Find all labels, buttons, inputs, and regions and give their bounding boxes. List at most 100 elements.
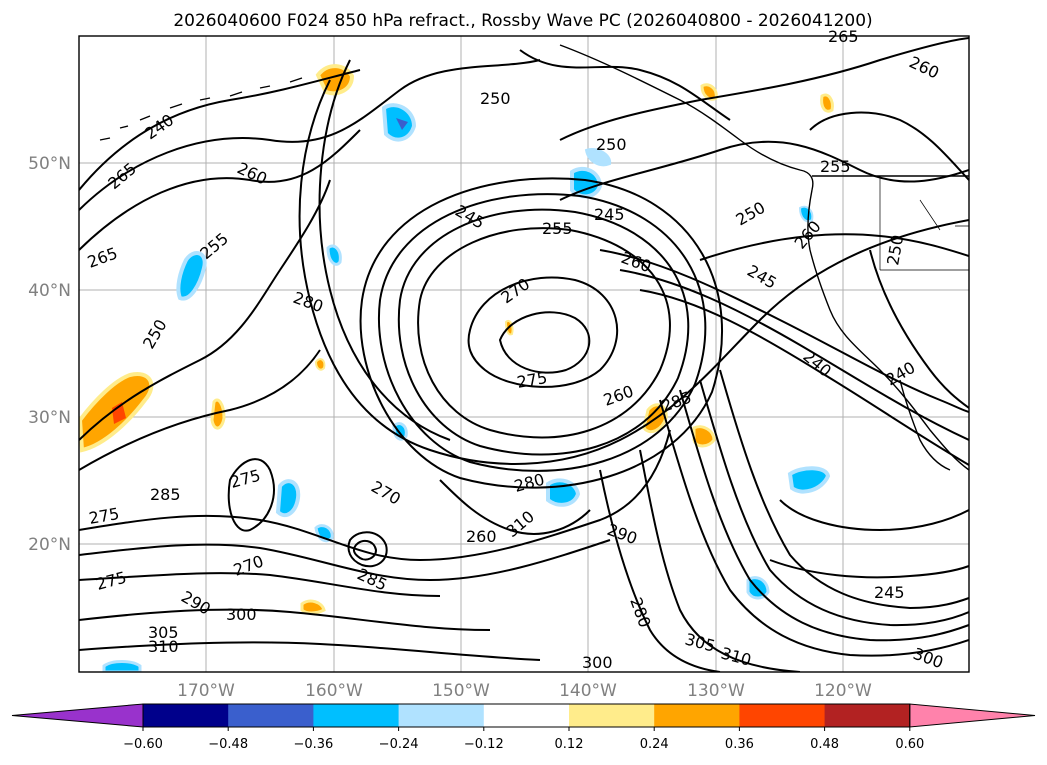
- colorbar-segment: [143, 704, 229, 727]
- contour-line: [79, 641, 541, 661]
- contour-line: [79, 69, 361, 191]
- contour-label: 300: [226, 605, 257, 624]
- contour-label: 300: [582, 653, 613, 672]
- figure-title: 2026040600 F024 850 hPa refract., Rossby…: [173, 11, 872, 31]
- contour-line: [318, 59, 451, 441]
- coastlines: [99, 44, 969, 471]
- colorbar-frame: [142, 703, 911, 728]
- colorbar-segment: [228, 704, 314, 727]
- colorbar-segment: [569, 704, 655, 727]
- contour-line: [679, 389, 969, 642]
- refractivity-contours: [79, 37, 969, 672]
- contour-label: 245: [594, 205, 625, 224]
- contour-label: 245: [874, 583, 905, 602]
- contour-line: [769, 559, 969, 579]
- contour-line: [79, 572, 441, 597]
- colorbar-segment: [313, 704, 400, 727]
- contour-label: 260: [466, 527, 497, 546]
- contour-line: [467, 276, 619, 388]
- contour-line: [417, 227, 671, 439]
- baja-coastline: [899, 379, 951, 471]
- colorbar-tick-label: −0.36: [293, 737, 333, 752]
- map-background: [79, 36, 969, 672]
- map-frame: [78, 35, 970, 673]
- longitude-tick-label: 130°W: [687, 681, 745, 701]
- contour-line: [79, 59, 541, 211]
- alaska-coastline: [559, 44, 814, 191]
- contour-label: 255: [542, 219, 573, 238]
- colorbar-tick-label: −0.48: [208, 737, 248, 752]
- contour-line: [79, 608, 491, 631]
- contour-label: 285: [150, 485, 181, 504]
- negative-anomaly-core: [396, 118, 408, 130]
- contour-line: [559, 140, 969, 201]
- positive-anomaly-patch: [300, 599, 326, 615]
- colorbar-segment: [483, 704, 570, 727]
- latitude-tick-label: 40°N: [28, 281, 71, 301]
- contour-line: [347, 531, 388, 568]
- latitude-tick-label: 50°N: [28, 154, 71, 174]
- colorbar-tick-label: 0.24: [640, 737, 669, 752]
- contour-line: [498, 311, 591, 374]
- longitude-tick-label: 150°W: [432, 681, 490, 701]
- contour-line: [559, 37, 969, 141]
- contour-line: [639, 449, 801, 672]
- colorbar-segment: [739, 704, 826, 727]
- contour-line: [79, 129, 361, 251]
- negative-anomaly-patch: [326, 244, 342, 266]
- state-borders: [879, 176, 969, 271]
- contour-line: [619, 269, 969, 441]
- colorbar-tick-label: 0.48: [810, 737, 839, 752]
- positive-anomaly-patch: [820, 93, 834, 113]
- contour-line: [79, 429, 671, 562]
- longitude-tick-label: 140°W: [559, 681, 617, 701]
- contour-line: [659, 399, 969, 657]
- contour-line: [869, 249, 969, 409]
- contour-line: [779, 499, 969, 532]
- latitude-tick-label: 20°N: [28, 535, 71, 555]
- colorbar: −0.60 −0.48 −0.36 −0.24 −0.12 0.12 0.24 0.36 0.4…: [11, 703, 1036, 752]
- colorbar-tick-label: 0.60: [895, 737, 924, 752]
- map-tick-labels: 170°W 160°W 150°W 140°W 130°W 120°W 50°N 40°N 30…: [28, 154, 872, 701]
- longitude-tick-label: 170°W: [177, 681, 235, 701]
- contour-label: 310: [148, 637, 179, 656]
- map-panel: 265 260 240 250 265 255 250 260 245 255 …: [78, 27, 970, 673]
- colorbar-tick-label: 0.36: [725, 737, 754, 752]
- colorbar-segment: [654, 704, 740, 727]
- negative-anomaly-patch: [275, 479, 301, 518]
- contour-line: [699, 379, 969, 627]
- contour-line: [719, 369, 969, 610]
- contour-line: [298, 79, 969, 465]
- contour-line: [378, 193, 707, 472]
- contour-label: 305: [148, 623, 179, 642]
- longitude-tick-label: 160°W: [305, 681, 363, 701]
- latitude-tick-label: 30°N: [28, 408, 71, 428]
- contour-line: [227, 458, 275, 532]
- colorbar-tick-label: 0.12: [555, 737, 584, 752]
- contour-line: [79, 539, 611, 582]
- colorbar-extend-min: [11, 703, 144, 728]
- colorbar-tick-label: −0.12: [464, 737, 504, 752]
- aleutian-islands: [99, 77, 303, 141]
- contour-line: [809, 111, 969, 181]
- contour-label: 250: [480, 89, 511, 108]
- graticule: [79, 36, 969, 672]
- colorbar-tick-label: −0.60: [123, 737, 163, 752]
- contour-label: 250: [596, 135, 627, 154]
- contour-line: [699, 233, 969, 261]
- anomaly-shading: [79, 64, 834, 672]
- colorbar-segment: [824, 704, 911, 727]
- negative-anomaly-patch: [570, 166, 603, 199]
- negative-anomaly-patch: [787, 466, 831, 494]
- contour-line: [359, 177, 724, 489]
- positive-anomaly-patch: [210, 398, 226, 430]
- negative-anomaly-patch: [176, 251, 207, 301]
- negative-anomaly-patch: [102, 660, 142, 672]
- longitude-tick-label: 120°W: [814, 681, 872, 701]
- positive-anomaly-core: [112, 402, 126, 424]
- contour-line: [599, 249, 969, 413]
- contour-line: [519, 49, 731, 121]
- contour-line: [397, 208, 690, 456]
- contour-line: [352, 539, 378, 561]
